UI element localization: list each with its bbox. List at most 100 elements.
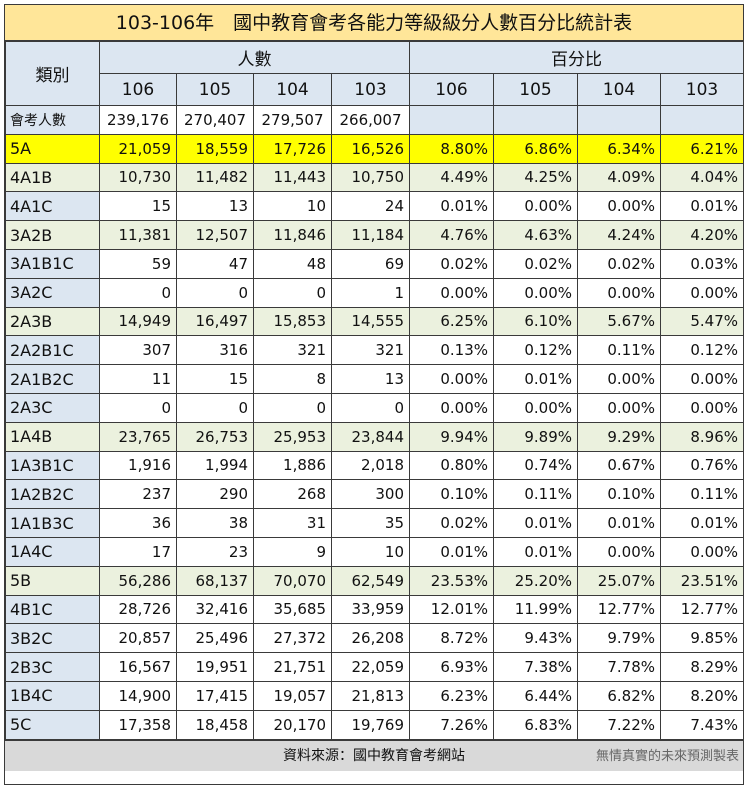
count-cell: 36 [99,508,177,538]
percent-cell: 0.00% [493,191,578,222]
count-cell: 13 [331,364,410,394]
count-cell: 12,507 [176,220,254,250]
percent-cell: 7.78% [577,652,661,682]
percent-cell: 0.10% [577,479,661,510]
count-cell: 56,286 [99,565,177,596]
table-row: 4A1C 15 13 10 24 0.01% 0.00% 0.00% 0.01% [5,191,744,222]
percent-cell: 0.02% [409,508,494,538]
count-cell: 15 [99,191,177,222]
header-category: 類別 [5,41,100,106]
percent-cell: 8.29% [660,652,744,682]
count-cell: 23,844 [331,421,410,452]
count-cell: 8 [253,364,332,394]
table-row: 2A3B 14,949 16,497 15,853 14,555 6.25% 6.10% 5.… [5,306,744,337]
table-row: 2A2B1C 307 316 321 321 0.13% 0.12% 0.11% 0.12% [5,335,744,366]
percent-cell: 0.01% [409,536,494,567]
table-row: 4A1B 10,730 11,482 11,443 10,750 4.49% 4.25% 4.… [5,162,744,193]
percent-cell: 0.00% [577,191,661,222]
count-cell: 14,555 [331,306,410,337]
count-cell: 35 [331,508,410,538]
count-cell: 47 [176,248,254,279]
count-cell: 1,994 [176,450,254,481]
percent-cell: 0.00% [660,364,744,394]
count-cell: 290 [176,479,254,510]
count-cell: 28,726 [99,594,177,625]
count-cell: 19,057 [253,680,332,711]
count-cell: 21,059 [99,133,177,164]
row-label: 3A1B1C [5,248,100,279]
table-body: 會考人數 239,176 270,407 279,507 266,007 5A 2… [5,105,744,740]
count-cell: 32,416 [176,594,254,625]
percent-cell: 0.01% [493,364,578,394]
count-cell: 38 [176,508,254,538]
percent-cell: 0.01% [409,191,494,222]
percent-cell: 4.25% [493,162,578,193]
count-cell: 25,953 [253,421,332,452]
percent-cell: 9.89% [493,421,578,452]
count-cell: 23,765 [99,421,177,452]
row-label: 5A [5,133,100,164]
count-cell: 18,458 [176,709,254,740]
percent-cell: 8.80% [409,133,494,164]
table-row: 3A1B1C 59 47 48 69 0.02% 0.02% 0.02% 0.03% [5,248,744,279]
percent-cell: 4.49% [409,162,494,193]
table-row: 1A3B1C 1,916 1,994 1,886 2,018 0.80% 0.74% 0.67… [5,450,744,481]
count-cell: 62,549 [331,565,410,596]
count-cell: 0 [331,392,410,423]
percent-cell: 8.72% [409,623,494,654]
percent-cell: 4.04% [660,162,744,193]
table-row: 3A2C 0 0 0 1 0.00% 0.00% 0.00% 0.00% [5,277,744,308]
stats-table: 類別 人數 百分比 106 105 104 103 106 105 104 10… [5,41,744,740]
percent-cell: 0.03% [660,248,744,279]
count-cell: 19,769 [331,709,410,740]
header-year-count: 103 [331,73,410,106]
statistics-sheet: 103-106年 國中教育會考各能力等級級分人數百分比統計表 類別 人數 百分比… [4,4,744,785]
row-label: 1B4C [5,680,100,711]
count-cell: 24 [331,191,410,222]
percent-cell: 4.20% [660,220,744,250]
count-cell: 321 [331,335,410,366]
percent-cell: 23.53% [409,565,494,596]
percent-cell: 0.11% [493,479,578,510]
percent-cell: 0.00% [660,536,744,567]
header-year-count: 104 [253,73,332,106]
row-label: 2A3B [5,306,100,337]
table-row: 2B3C 16,567 19,951 21,751 22,059 6.93% 7.38% 7.… [5,652,744,682]
count-cell: 17,358 [99,709,177,740]
count-cell: 321 [253,335,332,366]
row-label: 1A4B [5,421,100,452]
count-cell: 11,846 [253,220,332,250]
row-label: 2A2B1C [5,335,100,366]
count-cell: 0 [176,277,254,308]
percent-cell: 0.11% [577,335,661,366]
percent-cell: 9.85% [660,623,744,654]
percent-cell: 5.67% [577,306,661,337]
source-note: 資料來源：國中教育會考網站 [283,747,465,764]
percent-cell: 0.00% [409,277,494,308]
table-row: 4B1C 28,726 32,416 35,685 33,959 12.01% 11.99%… [5,594,744,625]
count-cell: 48 [253,248,332,279]
count-cell: 70,070 [253,565,332,596]
percent-cell: 6.93% [409,652,494,682]
count-cell: 11 [99,364,177,394]
percent-cell: 0.02% [409,248,494,279]
count-cell: 69 [331,248,410,279]
count-cell: 20,170 [253,709,332,740]
count-cell: 10,730 [99,162,177,193]
row-label: 5B [5,565,100,596]
count-cell: 13 [176,191,254,222]
header-group-percent: 百分比 [409,41,744,74]
header-year-percent: 104 [577,73,661,106]
percent-cell: 0.02% [493,248,578,279]
total-percent-empty-cell [409,105,494,135]
count-cell: 16,526 [331,133,410,164]
total-count-cell: 270,407 [176,105,254,135]
percent-cell: 6.25% [409,306,494,337]
count-cell: 0 [253,277,332,308]
percent-cell: 6.10% [493,306,578,337]
percent-cell: 7.22% [577,709,661,740]
percent-cell: 25.07% [577,565,661,596]
percent-cell: 4.24% [577,220,661,250]
percent-cell: 6.44% [493,680,578,711]
percent-cell: 0.12% [493,335,578,366]
